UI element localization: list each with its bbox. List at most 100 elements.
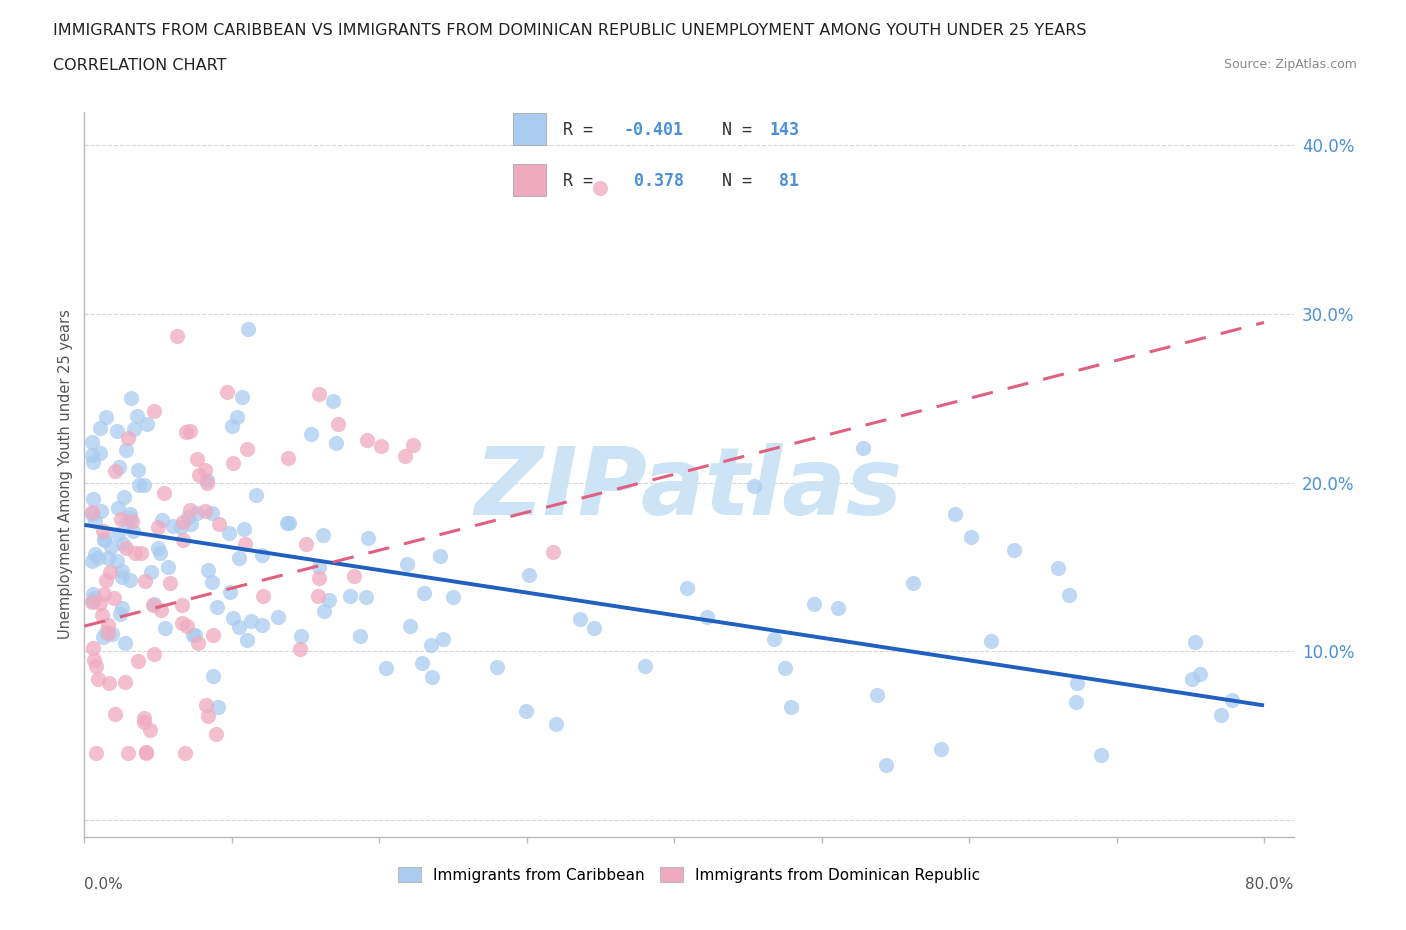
Point — [201, 628, 224, 643]
Point — [354, 590, 377, 604]
Point — [93, 531, 115, 546]
Point — [96, 625, 118, 640]
Point — [104, 464, 127, 479]
Point — [215, 385, 238, 400]
Point — [97, 625, 120, 640]
Point — [127, 409, 149, 424]
Point — [170, 597, 193, 612]
Point — [903, 576, 925, 591]
Point — [83, 653, 105, 668]
Point — [187, 635, 209, 650]
Point — [122, 524, 145, 538]
Point — [197, 475, 219, 490]
Point — [82, 455, 104, 470]
Point — [235, 632, 257, 647]
Point — [142, 597, 165, 612]
Point — [1184, 635, 1206, 650]
Point — [162, 519, 184, 534]
Point — [114, 635, 136, 650]
Point — [87, 671, 110, 686]
Point — [135, 745, 157, 760]
Text: R =: R = — [564, 172, 603, 190]
Point — [82, 594, 104, 609]
Point — [356, 432, 378, 447]
Point — [960, 529, 983, 544]
Point — [228, 551, 250, 565]
Point — [943, 507, 966, 522]
Point — [84, 513, 107, 528]
Point — [294, 537, 316, 551]
Point — [177, 510, 200, 525]
Point — [311, 528, 333, 543]
Point — [146, 520, 169, 535]
Point — [91, 524, 114, 538]
Point — [1002, 543, 1025, 558]
Point — [105, 554, 128, 569]
Point — [134, 574, 156, 589]
Point — [150, 512, 173, 527]
Point — [357, 530, 380, 545]
Point — [307, 589, 329, 604]
Text: 0.0%: 0.0% — [84, 877, 124, 892]
Text: 143: 143 — [769, 121, 799, 139]
Point — [97, 675, 120, 690]
Point — [172, 514, 194, 529]
Point — [318, 592, 340, 607]
Point — [252, 618, 274, 632]
Text: N =: N = — [702, 172, 762, 190]
Point — [110, 512, 132, 526]
Point — [277, 516, 299, 531]
Point — [94, 573, 117, 588]
Point — [172, 615, 194, 630]
Point — [299, 427, 322, 442]
Text: R =: R = — [564, 121, 603, 139]
Point — [83, 591, 105, 606]
Text: IMMIGRANTS FROM CARIBBEAN VS IMMIGRANTS FROM DOMINICAN REPUBLIC UNEMPLOYMENT AMO: IMMIGRANTS FROM CARIBBEAN VS IMMIGRANTS … — [53, 23, 1087, 38]
Point — [205, 726, 228, 741]
Point — [159, 576, 181, 591]
Point — [80, 507, 103, 522]
Point — [152, 485, 174, 500]
Point — [236, 442, 259, 457]
Point — [127, 462, 149, 477]
Point — [411, 656, 433, 671]
Point — [1220, 693, 1243, 708]
Point — [110, 607, 132, 622]
Point — [117, 431, 139, 445]
Point — [276, 516, 298, 531]
Point — [115, 541, 138, 556]
Point — [149, 546, 172, 561]
Point — [84, 745, 107, 760]
Point — [183, 627, 205, 642]
Point — [218, 526, 240, 541]
Point — [101, 626, 124, 641]
Point — [742, 479, 765, 494]
Point — [176, 424, 198, 439]
Point — [569, 611, 592, 626]
Point — [201, 506, 224, 521]
Point — [429, 548, 451, 563]
Point — [80, 553, 103, 568]
Text: CORRELATION CHART: CORRELATION CHART — [53, 58, 226, 73]
Point — [342, 568, 364, 583]
Point — [82, 492, 104, 507]
Point — [288, 642, 311, 657]
Point — [308, 387, 330, 402]
FancyBboxPatch shape — [513, 113, 547, 145]
Point — [142, 646, 165, 661]
Point — [143, 597, 166, 612]
Point — [413, 586, 436, 601]
Point — [156, 560, 179, 575]
Point — [233, 522, 256, 537]
Point — [176, 618, 198, 633]
Point — [87, 551, 110, 565]
Point — [222, 456, 245, 471]
Point — [208, 516, 231, 531]
Point — [83, 546, 105, 561]
Point — [129, 546, 152, 561]
Point — [132, 711, 155, 725]
Point — [696, 609, 718, 624]
Point — [222, 611, 245, 626]
Point — [233, 537, 256, 551]
Point — [170, 519, 193, 534]
